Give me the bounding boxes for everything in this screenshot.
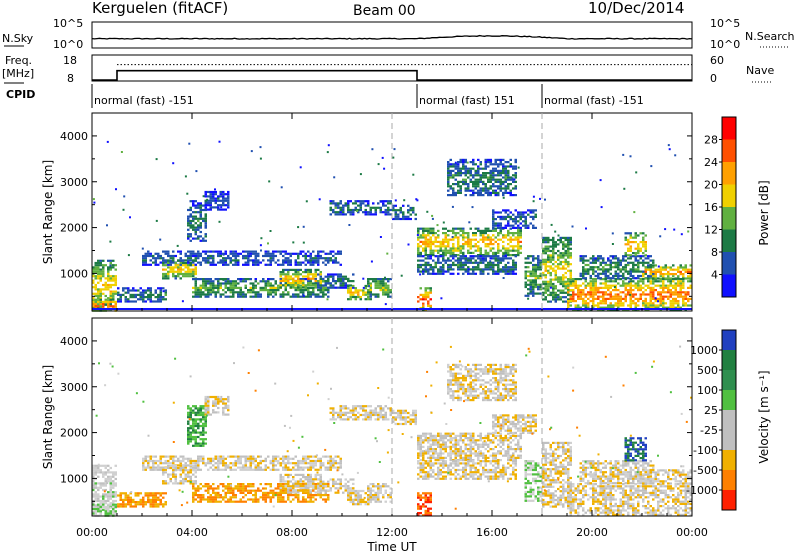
freq-label-2: [MHz] [2,67,34,80]
velocity-colorbar-label: -1000 [686,484,718,497]
power-colorbar-label: 20 [704,179,718,192]
y-tick-label: 1000 [60,267,88,280]
cpid-row: normal (fast) -151 normal (fast) 151 norma… [91,84,644,108]
nave-label: Nave [746,64,774,77]
nsearch-tick-bottom: 10^0 [710,38,740,51]
velocity-colorbar-label: 100 [697,384,718,397]
velocity-colorbar-label: 25 [704,404,718,417]
x-tick-label: 20:00 [576,526,608,539]
power-heatmap [92,140,692,312]
power-colorbar-label: 16 [704,201,718,214]
velocity-colorbar-label: 1000 [690,344,718,357]
velocity-ylabel: Slant Range [km] [41,365,55,469]
power-ylabel: Slant Range [km] [41,160,55,264]
freq-label-1: Freq. [5,54,32,67]
cpid-segment-label: normal (fast) -151 [94,94,194,107]
nsky-trace [91,34,693,40]
freq-tick-top: 18 [63,54,77,67]
power-colorbar: 28 24 20 16 12 8 4 [704,116,737,298]
velocity-colorbar-label: -100 [693,444,718,457]
y-tick-label: 4000 [60,335,88,348]
x-axis-labels: 00:00 04:00 08:00 12:00 16:00 20:00 00:00 [76,526,708,539]
y-tick-label: 2000 [60,427,88,440]
x-axis-title: Time UT [366,540,417,554]
y-tick-label: 1000 [60,472,88,485]
x-tick-label: 00:00 [676,526,708,539]
velocity-colorbar-label: -500 [693,464,718,477]
velocity-colorbar: 1000 500 100 25 -25 -100 -500 -1000 [686,329,737,511]
power-colorbar-label: 12 [704,224,718,237]
y-tick-label: 3000 [60,176,88,189]
nsearch-label: N.Search [745,30,795,43]
x-tick-label: 12:00 [376,526,408,539]
y-tick-label: 2000 [60,222,88,235]
x-tick-label: 04:00 [176,526,208,539]
date-title: 10/Dec/2014 [588,0,684,17]
station-title: Kerguelen (fitACF) [92,0,228,17]
velocity-colorbar-label: 500 [697,364,718,377]
cpid-label: CPID [6,88,35,101]
y-tick-label: 3000 [60,381,88,394]
x-tick-label: 16:00 [476,526,508,539]
velocity-heatmap [92,345,692,517]
nsky-label: N.Sky [2,32,34,45]
power-colorbar-label: 24 [704,156,718,169]
freq-trace [92,69,692,81]
nsky-tick-bottom: 10^0 [53,38,83,51]
y-tick-label: 4000 [60,130,88,143]
power-colorbar-label: 4 [711,269,718,282]
velocity-panel: 1000 2000 3000 4000 Slant Range [km] [41,317,693,517]
freq-panel: Freq. [MHz] 18 8 60 0 Nave [2,54,774,85]
beam-title: Beam 00 [353,3,416,19]
x-tick-label: 08:00 [276,526,308,539]
power-colorbar-title: Power [dB] [757,180,771,245]
nsearch-tick-top: 10^5 [710,17,740,30]
freq-tick-bottom: 8 [67,72,74,85]
velocity-colorbar-title: Velocity [m s⁻¹] [757,370,771,463]
nave-tick-top: 60 [710,54,724,67]
x-tick-label: 00:00 [76,526,108,539]
cpid-segment-label: normal (fast) 151 [419,94,515,107]
power-colorbar-label: 8 [711,246,718,259]
velocity-colorbar-label: -25 [700,424,718,437]
nsky-tick-top: 10^5 [53,17,83,30]
power-panel: 1000 2000 3000 4000 Slant Range [km] [41,112,693,312]
nave-tick-bottom: 0 [710,72,717,85]
nsky-panel: N.Sky 10^5 10^0 10^5 10^0 N.Search [2,17,795,51]
cpid-segment-label: normal (fast) -151 [544,94,644,107]
power-colorbar-label: 28 [704,134,718,147]
